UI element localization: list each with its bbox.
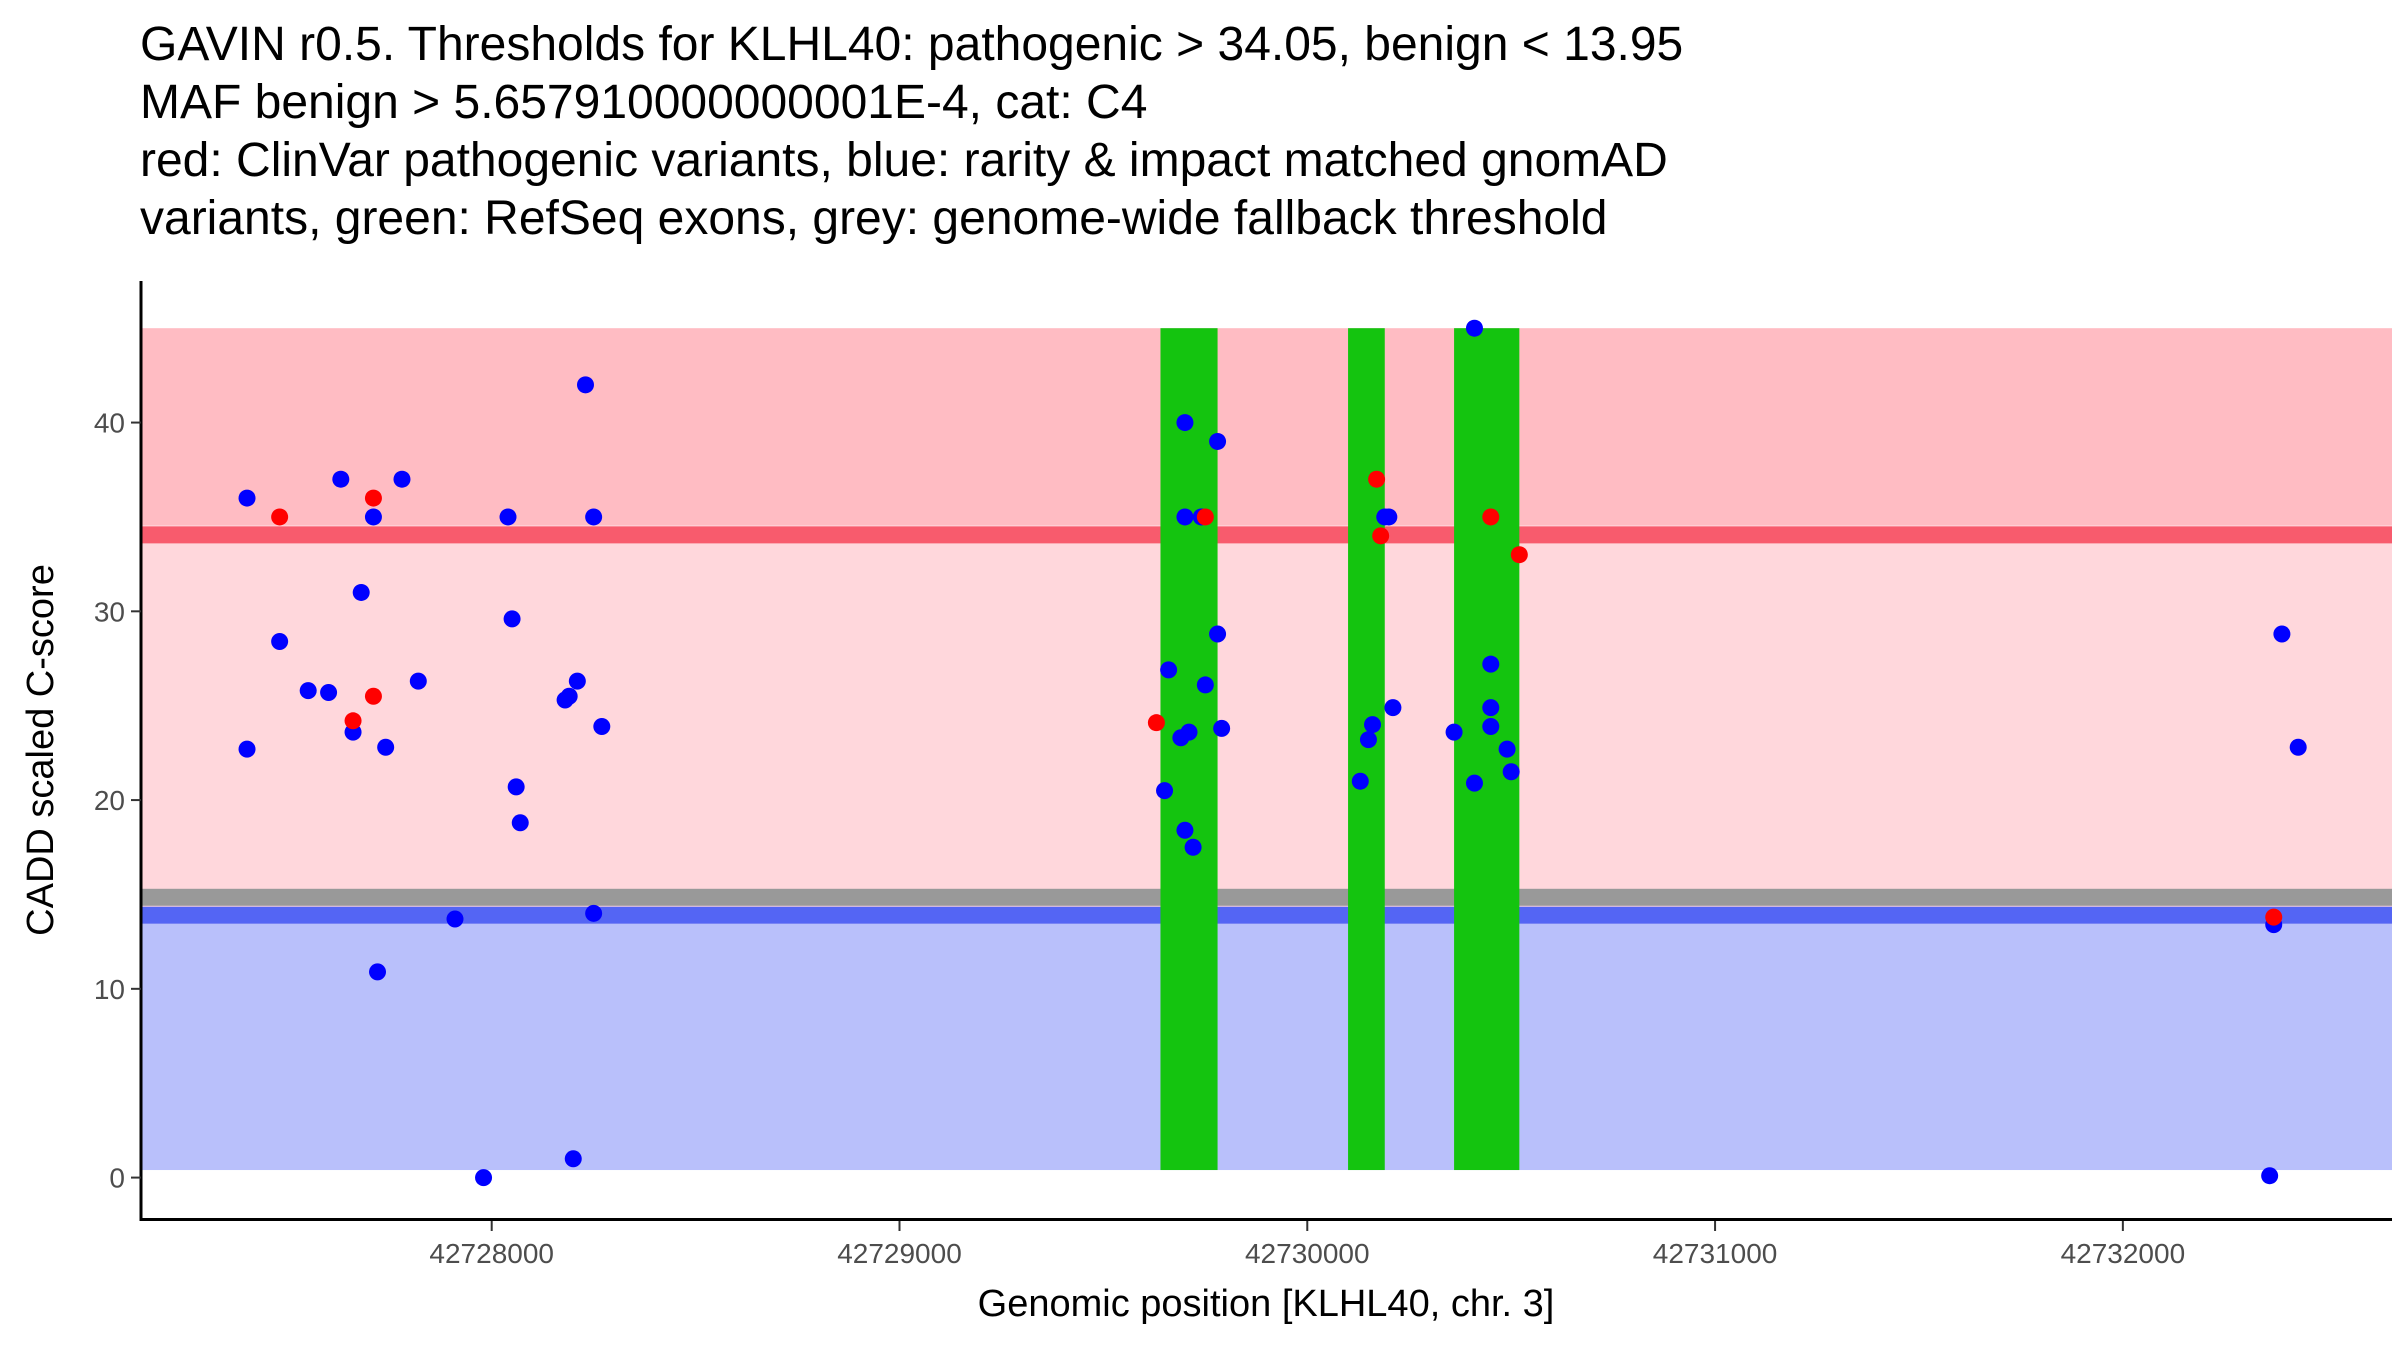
- gnomad-variant-point: [503, 610, 521, 628]
- gnomad-variant-point: [1445, 723, 1463, 741]
- gnomad-variant-point: [1176, 414, 1194, 432]
- gnomad-variant-point: [2261, 1167, 2279, 1185]
- gnomad-variant-point: [475, 1169, 493, 1187]
- title-line-1: GAVIN r0.5. Thresholds for KLHL40: patho…: [140, 18, 1683, 71]
- y-tick-label: 40: [94, 408, 125, 439]
- title-line-3: red: ClinVar pathogenic variants, blue: …: [140, 134, 1668, 187]
- gnomad-variant-point: [377, 738, 395, 756]
- clinvar-variant-point: [1372, 527, 1390, 545]
- gnomad-variant-point: [2289, 738, 2307, 756]
- exon-bar-2: [1348, 328, 1385, 1171]
- x-tick-label: 42728000: [429, 1238, 554, 1269]
- clinvar-variant-point: [1196, 508, 1214, 526]
- gnomad-variant-point: [1380, 508, 1398, 526]
- gnomad-variant-point: [1465, 774, 1483, 792]
- gnomad-variant-point: [585, 904, 603, 922]
- gnomad-variant-point: [576, 376, 594, 394]
- y-tick-label: 0: [109, 1163, 125, 1194]
- fallback-threshold-band: [141, 888, 2392, 906]
- gnomad-variant-point: [1364, 716, 1382, 734]
- gnomad-variant-point: [1498, 740, 1516, 758]
- x-axis-title: Genomic position [KLHL40, chr. 3]: [978, 1283, 1555, 1325]
- title-line-2: MAF benign > 5.657910000000001E-4, cat: …: [140, 76, 1147, 129]
- gnomad-variant-point: [352, 583, 370, 601]
- gnomad-variant-point: [409, 672, 427, 690]
- title-line-4: variants, green: RefSeq exons, grey: gen…: [140, 192, 1607, 245]
- gnomad-variant-point: [1160, 661, 1178, 679]
- gnomad-variant-point: [1196, 676, 1214, 694]
- x-tick-label: 42732000: [2061, 1238, 2186, 1269]
- clinvar-variant-point: [1510, 546, 1528, 564]
- gnomad-variant-point: [238, 489, 256, 507]
- gnomad-variant-point: [393, 470, 411, 488]
- clinvar-variant-point: [364, 489, 382, 507]
- gnomad-variant-point: [564, 1150, 582, 1168]
- gnomad-variant-point: [369, 963, 387, 981]
- gnomad-variant-point: [271, 633, 289, 651]
- clinvar-variant-point: [271, 508, 289, 526]
- gnomad-variant-point: [1482, 655, 1500, 673]
- benign-zone: [141, 923, 2392, 1171]
- plot-area: [141, 319, 2392, 1187]
- clinvar-variant-point: [1368, 470, 1386, 488]
- gnomad-variant-point: [1482, 717, 1500, 735]
- gnomad-variant-point: [511, 814, 529, 832]
- gnomad-variant-point: [1176, 508, 1194, 526]
- gnomad-variant-point: [299, 682, 317, 700]
- gnomad-variant-point: [1209, 432, 1227, 450]
- gnomad-variant-point: [499, 508, 517, 526]
- gnomad-variant-point: [1209, 625, 1227, 643]
- x-axis-ticks: 42728000 42729000 42730000 42731000 42732000: [429, 1221, 2185, 1269]
- clinvar-variant-point: [2265, 908, 2283, 926]
- gnomad-variant-point: [238, 740, 256, 758]
- chart-title: GAVIN r0.5. Thresholds for KLHL40: patho…: [140, 18, 1683, 245]
- clinvar-variant-point: [344, 712, 362, 730]
- clinvar-variant-point: [1147, 714, 1165, 732]
- gnomad-variant-point: [1180, 723, 1198, 741]
- y-tick-label: 20: [94, 785, 125, 816]
- y-axis-ticks: 0 10 20 30 40: [94, 408, 141, 1194]
- y-tick-label: 10: [94, 974, 125, 1005]
- pathogenic-threshold-band: [141, 526, 2392, 544]
- y-axis-title: CADD scaled C-score: [20, 564, 62, 936]
- pathogenic-zone: [141, 328, 2392, 526]
- gnomad-variant-point: [1176, 821, 1194, 839]
- intermediate-zone: [141, 525, 2392, 924]
- gnomad-variant-point: [2273, 625, 2291, 643]
- gnomad-variant-point: [560, 687, 578, 705]
- gnomad-variant-point: [1502, 763, 1520, 781]
- gnomad-variant-point: [364, 508, 382, 526]
- gnomad-variant-point: [1482, 699, 1500, 717]
- gnomad-variant-point: [1465, 319, 1483, 337]
- gnomad-variant-point: [507, 778, 525, 796]
- gnomad-variant-point: [593, 717, 611, 735]
- x-tick-label: 42729000: [837, 1238, 962, 1269]
- gnomad-variant-point: [1351, 772, 1369, 790]
- gnomad-variant-point: [320, 683, 338, 701]
- gnomad-variant-point: [568, 672, 586, 690]
- gnomad-variant-point: [332, 470, 350, 488]
- clinvar-variant-point: [364, 687, 382, 705]
- exon-bar-1: [1160, 328, 1218, 1171]
- gnomad-variant-point: [1156, 782, 1174, 800]
- y-tick-label: 30: [94, 596, 125, 627]
- x-tick-label: 42730000: [1245, 1238, 1370, 1269]
- x-tick-label: 42731000: [1653, 1238, 1778, 1269]
- gnomad-variant-point: [1213, 719, 1231, 737]
- benign-threshold-band: [141, 906, 2392, 924]
- gnomad-variant-point: [1359, 731, 1377, 749]
- gnomad-variant-point: [446, 910, 464, 928]
- gnomad-variant-point: [1384, 699, 1402, 717]
- clinvar-variant-point: [1482, 508, 1500, 526]
- gnomad-variant-point: [1184, 838, 1202, 856]
- gnomad-variant-point: [585, 508, 603, 526]
